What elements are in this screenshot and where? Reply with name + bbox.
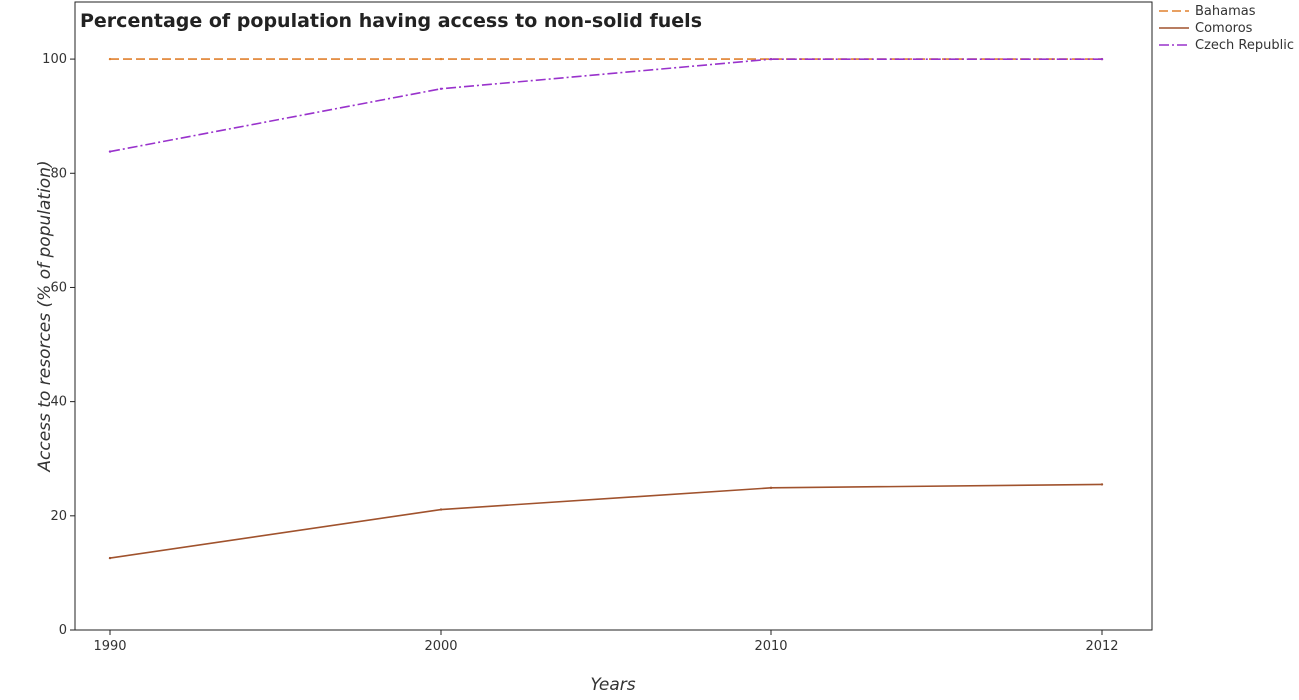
chart-title: Percentage of population having access t…: [80, 10, 702, 32]
x-tick-label: 2010: [754, 639, 787, 654]
y-tick-label: 80: [50, 166, 67, 181]
data-point-comoros: [108, 556, 112, 560]
y-tick-label: 60: [50, 280, 67, 295]
y-tick-label: 40: [50, 395, 67, 410]
series-layer: [108, 57, 1104, 560]
series-line-comoros: [109, 483, 1103, 559]
data-point-bahamas: [439, 57, 443, 61]
series-line-czech-republic: [109, 58, 1102, 153]
x-tick-label: 2000: [424, 639, 457, 654]
data-point-czech-republic: [1100, 57, 1104, 61]
y-axis-label: Access to resorces (% of population): [35, 160, 55, 472]
legend-label-bahamas: Bahamas: [1195, 4, 1256, 19]
legend-label-comoros: Comoros: [1195, 21, 1253, 36]
data-point-comoros: [769, 486, 773, 490]
data-point-bahamas: [108, 57, 112, 61]
data-point-czech-republic: [439, 87, 443, 90]
y-tick-label: 0: [59, 623, 67, 638]
data-point-czech-republic: [108, 150, 112, 153]
y-tick-label: 100: [42, 52, 67, 67]
data-point-czech-republic: [769, 57, 773, 61]
legend: Bahamas Comoros Czech Republic: [1159, 4, 1294, 53]
y-axis: 0 20 40 60 80 100: [42, 52, 75, 638]
x-tick-label: 2012: [1085, 639, 1118, 654]
x-axis-label: Years: [590, 675, 635, 695]
x-tick-label: 1990: [93, 639, 126, 654]
data-point-comoros: [439, 508, 443, 511]
x-axis: 1990 2000 2010 2012: [93, 630, 1119, 654]
legend-label-czech-republic: Czech Republic: [1195, 38, 1294, 53]
plot-frame: [74, 1, 1153, 631]
y-tick-label: 20: [50, 509, 67, 524]
data-point-comoros: [1100, 483, 1104, 486]
